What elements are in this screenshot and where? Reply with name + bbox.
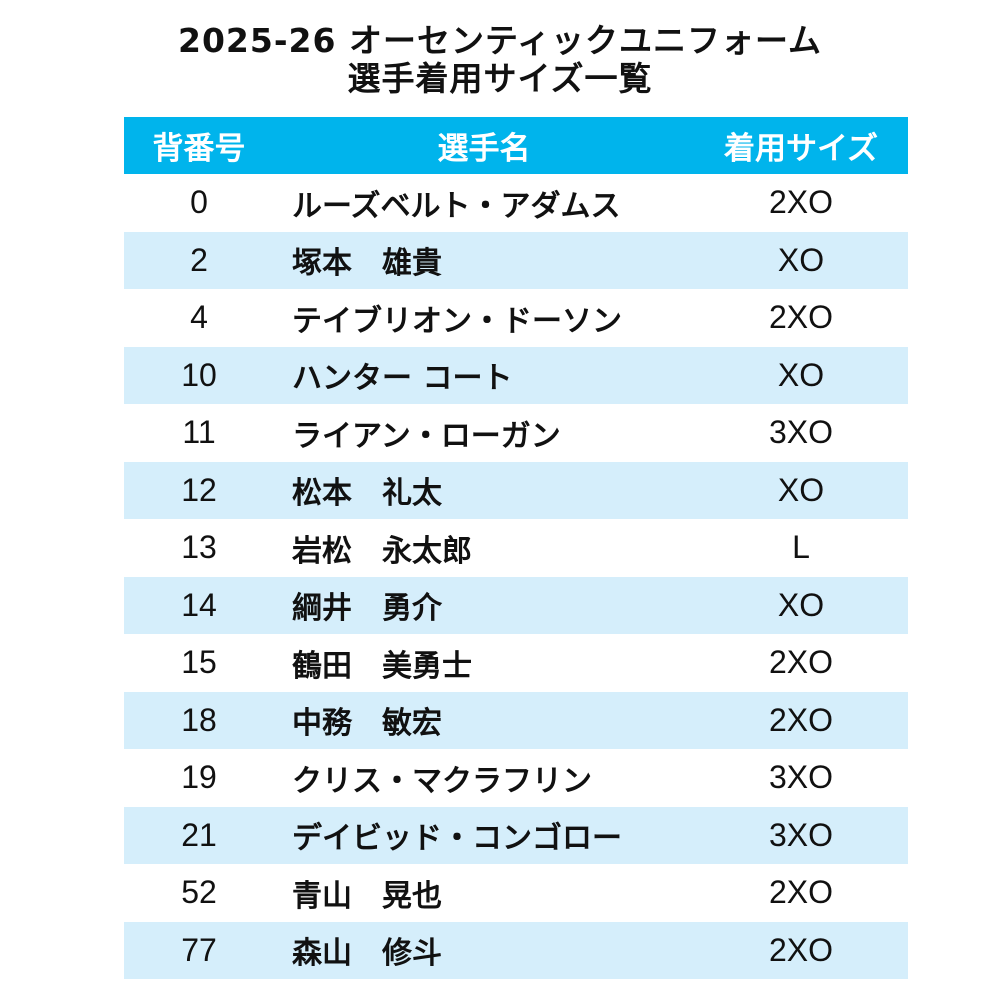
title-line-2: 選手着用サイズ一覧 <box>347 59 653 98</box>
table-row: 14 綱井 勇介 XO <box>124 576 908 634</box>
player-name: 綱井 勇介 <box>292 591 442 627</box>
player-size: XO <box>777 356 825 393</box>
player-name: 中務 敏宏 <box>292 706 442 742</box>
player-number: 0 <box>190 184 208 221</box>
player-name: ハンター コート <box>292 361 513 397</box>
title-line-1: 2025-26 オーセンティックユニフォーム <box>178 21 822 60</box>
header-size: 着用サイズ <box>723 131 879 167</box>
player-number: 2 <box>190 241 208 278</box>
table-row: 13 岩松 永太郎 L <box>124 519 908 577</box>
table-row: 15 鶴田 美勇士 2XO <box>124 634 908 692</box>
player-number: 14 <box>181 586 217 623</box>
player-size: 2XO <box>768 644 834 681</box>
player-name: 塚本 雄貴 <box>292 246 442 282</box>
table-row: 12 松本 礼太 XO <box>124 461 908 519</box>
table-row: 77 森山 修斗 2XO <box>124 921 908 979</box>
player-size: 2XO <box>768 299 834 336</box>
table-body: 0 ルーズベルト・アダムス 2XO 2 塚本 雄貴 XO 4 テイブリオン・ドーソン 2XO 10… <box>124 174 908 979</box>
player-name: 森山 修斗 <box>292 936 442 972</box>
table-row: 10 ハンター コート XO <box>124 346 908 404</box>
player-name: クリス・マクラフリン <box>292 763 592 799</box>
player-number: 11 <box>182 414 216 451</box>
player-number: 18 <box>181 701 217 738</box>
table-row: 4 テイブリオン・ドーソン 2XO <box>124 289 908 347</box>
player-name: デイビッド・コンゴロー <box>292 821 622 857</box>
table-row: 0 ルーズベルト・アダムス 2XO <box>124 174 908 232</box>
player-size: 3XO <box>768 759 834 796</box>
player-size: XO <box>777 471 825 508</box>
player-number: 77 <box>181 931 217 968</box>
player-name: ライアン・ローガン <box>292 418 561 454</box>
player-number: 10 <box>181 356 217 393</box>
player-size: 2XO <box>768 701 834 738</box>
size-table: 背番号 選手名 着用サイズ 0 ルーズベルト・アダムス 2XO 2 塚本 雄貴 XO 4 テイ… <box>124 117 908 979</box>
table-row: 21 デイビッド・コンゴロー 3XO <box>124 806 908 864</box>
player-name: 松本 礼太 <box>292 476 442 512</box>
player-number: 52 <box>181 874 217 911</box>
player-size: L <box>792 529 810 566</box>
player-size: XO <box>777 586 825 623</box>
player-name: 岩松 永太郎 <box>292 533 472 569</box>
player-size: 2XO <box>768 931 834 968</box>
player-size: 2XO <box>768 874 834 911</box>
player-number: 4 <box>190 299 208 336</box>
page-title: 2025-26 オーセンティックユニフォーム 選手着用サイズ一覧 <box>0 22 1000 98</box>
table-row: 11 ライアン・ローガン 3XO <box>124 404 908 462</box>
player-number: 13 <box>181 529 217 566</box>
table-row: 2 塚本 雄貴 XO <box>124 231 908 289</box>
header-name: 選手名 <box>437 131 531 167</box>
player-name: テイブリオン・ドーソン <box>292 303 622 339</box>
player-number: 19 <box>181 759 217 796</box>
player-number: 21 <box>181 816 217 853</box>
header-number: 背番号 <box>152 131 246 167</box>
player-size: 2XO <box>768 184 834 221</box>
player-name: 青山 晃也 <box>292 878 442 914</box>
player-size: 3XO <box>768 414 834 451</box>
table-row: 18 中務 敏宏 2XO <box>124 691 908 749</box>
player-name: 鶴田 美勇士 <box>292 648 472 684</box>
table-row: 52 青山 晃也 2XO <box>124 864 908 922</box>
player-size: XO <box>777 241 825 278</box>
table-row: 19 クリス・マクラフリン 3XO <box>124 749 908 807</box>
player-name: ルーズベルト・アダムス <box>292 188 621 224</box>
player-size: 3XO <box>768 816 834 853</box>
table-header: 背番号 選手名 着用サイズ <box>124 117 908 174</box>
player-number: 15 <box>181 644 217 681</box>
player-number: 12 <box>181 471 217 508</box>
